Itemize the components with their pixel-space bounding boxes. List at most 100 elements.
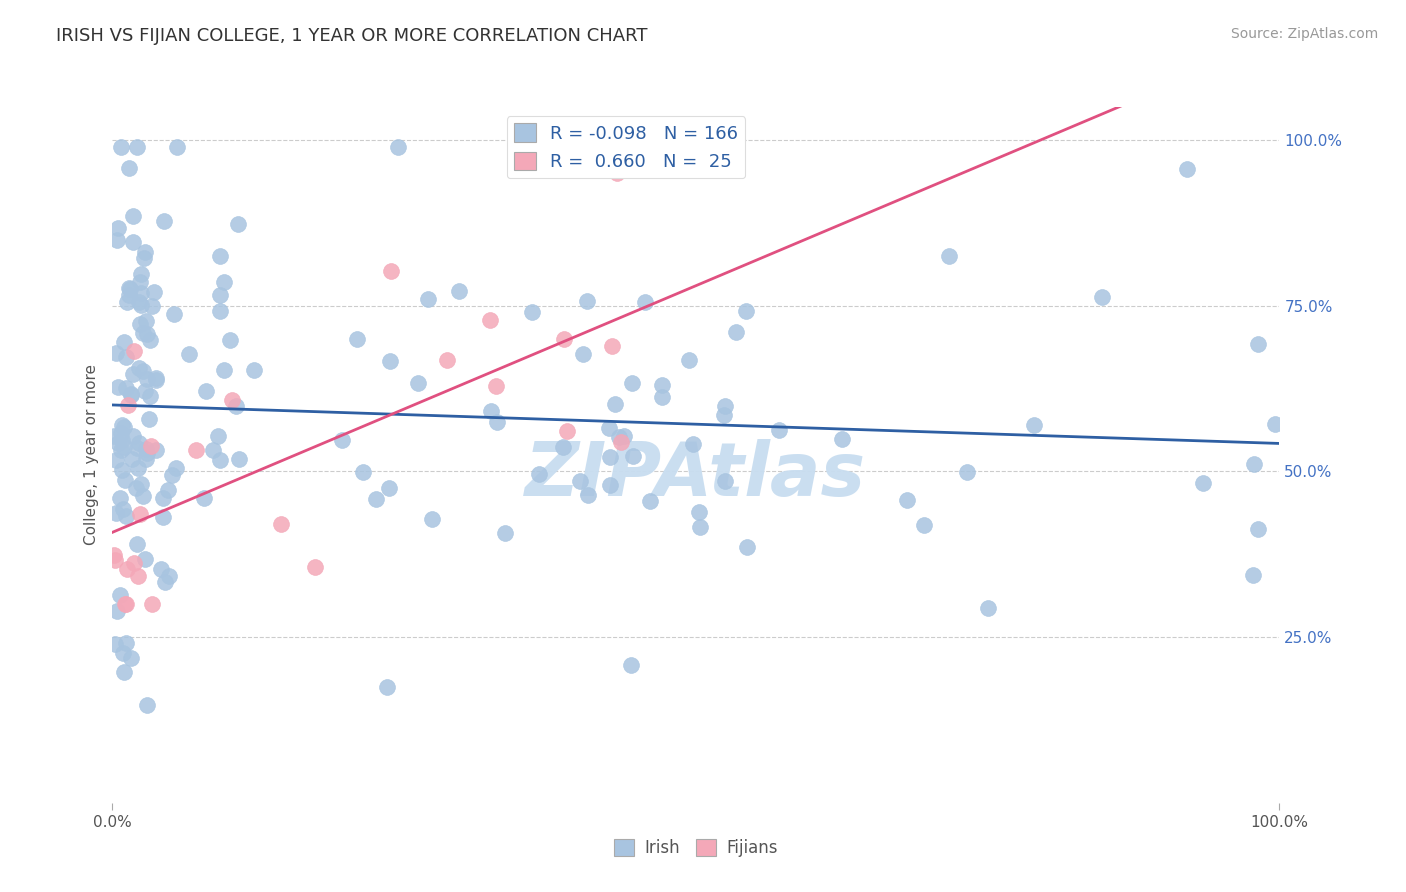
Point — [529, 467, 551, 481]
Point — [114, 597, 136, 611]
Point — [166, 140, 188, 154]
Point — [605, 397, 627, 411]
Point — [104, 553, 127, 567]
Point — [689, 519, 711, 533]
Point — [157, 483, 180, 498]
Point — [153, 574, 176, 589]
Point — [121, 429, 143, 443]
Point — [153, 214, 176, 228]
Point — [110, 434, 132, 448]
Point — [121, 367, 143, 381]
Point — [112, 335, 135, 350]
Point — [576, 488, 599, 502]
Point — [115, 381, 138, 395]
Point — [104, 453, 127, 467]
Point — [125, 441, 148, 455]
Point — [145, 442, 167, 457]
Point — [202, 442, 225, 457]
Point — [218, 333, 240, 347]
Point — [118, 161, 141, 176]
Point — [141, 597, 163, 611]
Point — [127, 568, 149, 582]
Point — [621, 449, 644, 463]
Point — [114, 350, 136, 364]
Point — [221, 392, 243, 407]
Point — [270, 517, 292, 532]
Point — [134, 244, 156, 259]
Point — [177, 347, 200, 361]
Point — [135, 314, 157, 328]
Point — [117, 281, 139, 295]
Point — [606, 166, 628, 180]
Point — [124, 344, 146, 359]
Point — [114, 636, 136, 650]
Point — [375, 680, 398, 694]
Point — [620, 658, 643, 673]
Point — [1247, 336, 1270, 351]
Point — [127, 460, 149, 475]
Point — [478, 313, 501, 327]
Point — [304, 560, 326, 574]
Point — [107, 220, 129, 235]
Point — [735, 540, 758, 554]
Point — [225, 400, 247, 414]
Point — [120, 388, 142, 402]
Point — [449, 284, 471, 298]
Point — [436, 353, 458, 368]
Point — [122, 209, 145, 223]
Point — [152, 491, 174, 505]
Point — [122, 556, 145, 570]
Point — [1022, 417, 1045, 432]
Point — [128, 295, 150, 310]
Point — [129, 267, 152, 281]
Point — [105, 604, 128, 618]
Point — [107, 436, 129, 450]
Point — [380, 354, 402, 368]
Point — [714, 474, 737, 488]
Point — [494, 526, 516, 541]
Point — [141, 440, 163, 454]
Legend: Irish, Fijians: Irish, Fijians — [607, 832, 785, 864]
Point — [207, 429, 229, 443]
Point — [138, 412, 160, 426]
Point — [141, 299, 163, 313]
Text: Source: ZipAtlas.com: Source: ZipAtlas.com — [1230, 27, 1378, 41]
Point — [607, 430, 630, 444]
Point — [128, 360, 150, 375]
Point — [599, 450, 621, 465]
Point — [184, 443, 207, 458]
Point — [600, 339, 623, 353]
Point — [598, 421, 620, 435]
Point — [330, 433, 353, 447]
Point — [678, 353, 700, 368]
Point — [1243, 457, 1265, 471]
Point — [129, 298, 152, 312]
Point — [125, 140, 148, 154]
Point — [132, 364, 155, 378]
Point — [1263, 417, 1285, 431]
Point — [115, 597, 138, 611]
Point — [108, 588, 131, 602]
Point — [408, 376, 430, 390]
Point — [114, 473, 136, 487]
Point — [768, 423, 790, 437]
Point — [131, 489, 153, 503]
Point — [105, 233, 128, 247]
Point — [243, 363, 266, 377]
Point — [120, 387, 142, 401]
Point — [152, 510, 174, 524]
Point — [599, 477, 621, 491]
Point — [128, 436, 150, 450]
Point — [139, 334, 162, 348]
Point — [422, 512, 444, 526]
Point — [121, 451, 143, 466]
Point — [208, 249, 231, 263]
Point — [103, 637, 125, 651]
Point — [682, 437, 704, 451]
Point — [378, 481, 401, 495]
Point — [977, 601, 1000, 615]
Point — [103, 549, 125, 563]
Point — [553, 440, 575, 454]
Point — [610, 435, 633, 450]
Point — [364, 491, 387, 506]
